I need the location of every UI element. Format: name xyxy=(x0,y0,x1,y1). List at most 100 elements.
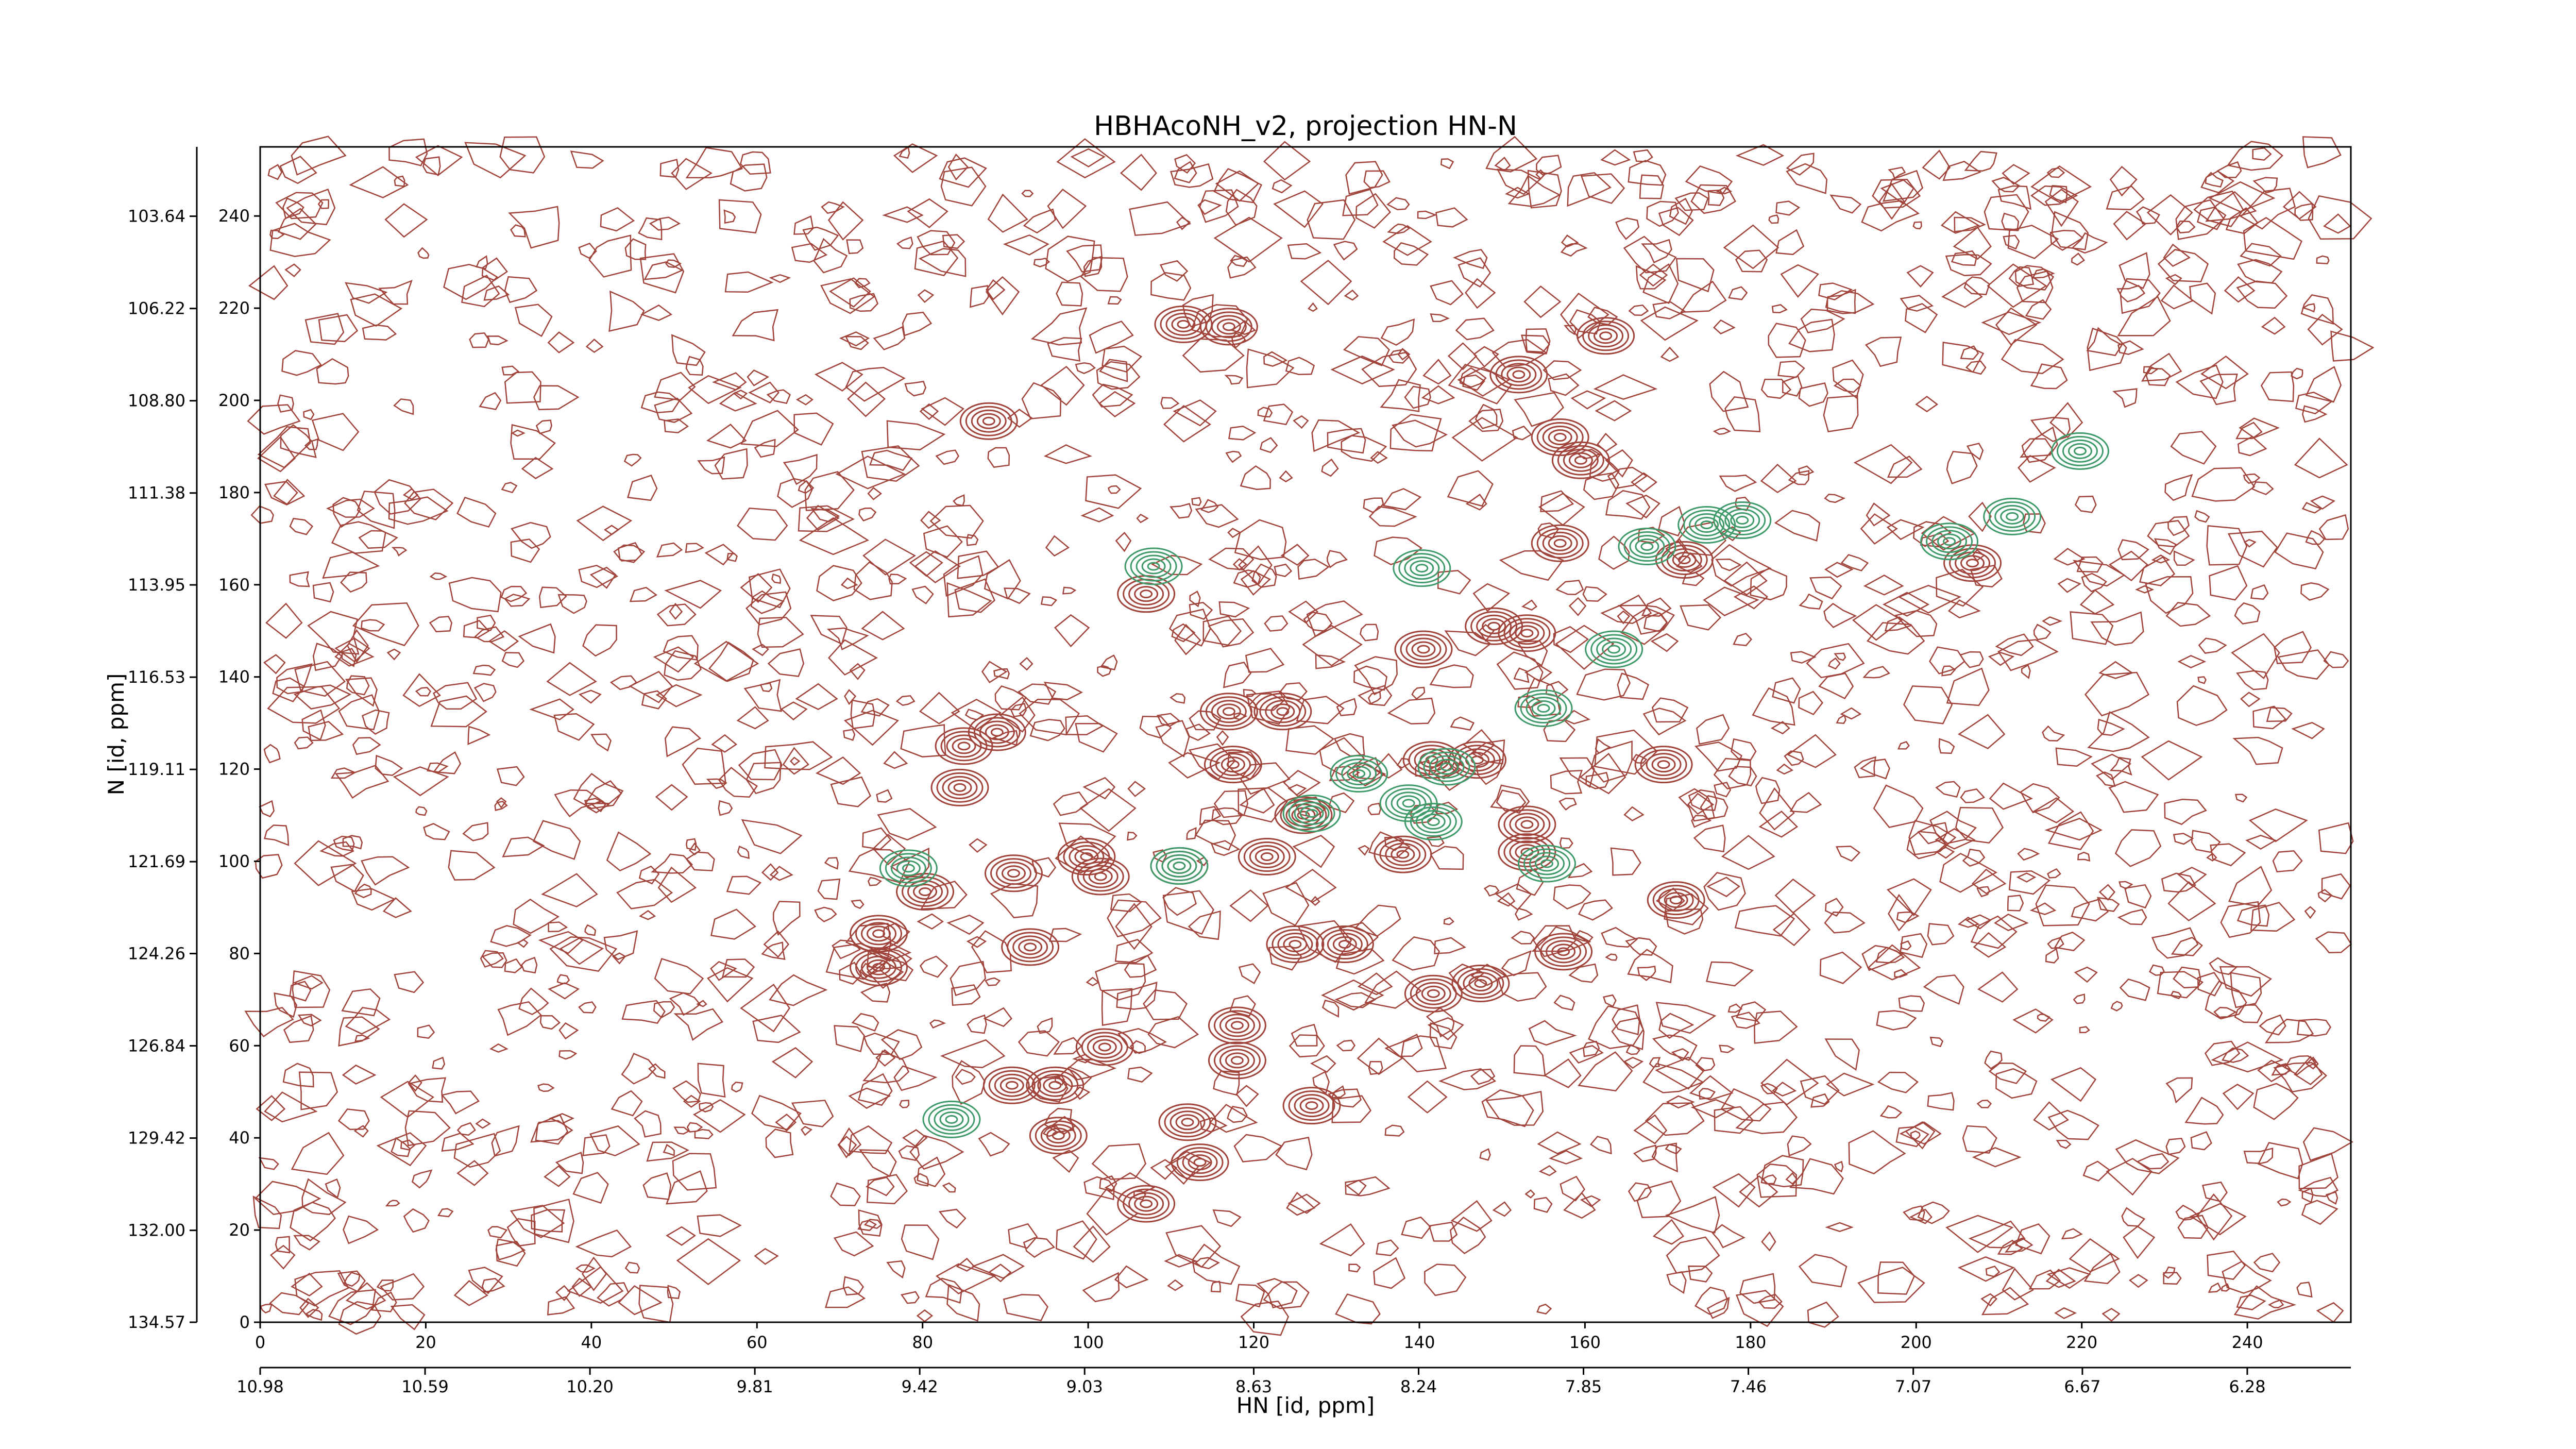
noise-contour xyxy=(1735,496,1751,511)
noise-contour xyxy=(663,635,699,661)
peak-contour xyxy=(913,884,938,900)
noise-contour xyxy=(683,1094,701,1108)
peak-contour xyxy=(947,779,972,796)
noise-contour xyxy=(1273,190,1324,228)
noise-contour xyxy=(1099,359,1128,382)
noise-contour xyxy=(2115,1139,2180,1174)
noise-contour xyxy=(2318,514,2349,541)
peak-contour xyxy=(1087,1035,1123,1059)
noise-contour xyxy=(938,1208,967,1229)
noise-contour xyxy=(342,1064,377,1085)
y2-tick-label: 121.69 xyxy=(128,852,185,871)
noise-contour xyxy=(1955,806,2004,844)
noise-contour xyxy=(531,1209,566,1233)
peak xyxy=(1498,614,1556,652)
noise-contour xyxy=(2301,303,2316,313)
noise-contour xyxy=(488,630,519,652)
noise-contour xyxy=(1900,295,1934,312)
noise-contour xyxy=(857,1219,877,1232)
noise-contour xyxy=(1004,587,1031,604)
peak-contour xyxy=(1660,544,1708,575)
noise-contour xyxy=(1712,1173,1756,1208)
noise-contour xyxy=(1360,624,1379,642)
noise-contour xyxy=(861,445,920,482)
noise-contour xyxy=(501,652,525,668)
noise-contour xyxy=(2208,1282,2222,1293)
noise-contour xyxy=(1233,1134,1283,1162)
noise-contour xyxy=(1772,1082,1797,1097)
noise-contour xyxy=(254,1181,321,1216)
noise-contour xyxy=(863,1219,883,1229)
noise-contour xyxy=(1696,714,1730,745)
noise-contour xyxy=(1651,697,1689,723)
noise-contour xyxy=(1538,1165,1557,1176)
noise-contour xyxy=(966,936,987,948)
noise-contour xyxy=(751,1094,802,1131)
noise-contour xyxy=(1561,234,1579,248)
noise-contour xyxy=(1693,824,1726,853)
peak-contour xyxy=(2050,432,2109,470)
noise-contour xyxy=(1984,194,2029,231)
peak-contour xyxy=(1005,1081,1019,1090)
noise-contour xyxy=(731,1081,743,1093)
peak-contour xyxy=(1427,817,1440,827)
noise-contour xyxy=(917,230,956,256)
noise-contour xyxy=(1116,982,1158,1010)
noise-contour xyxy=(1235,1085,1259,1107)
noise-contour xyxy=(1877,1071,1919,1093)
peak xyxy=(1158,1103,1217,1141)
noise-contour xyxy=(1733,585,1769,610)
noise-contour xyxy=(988,1263,1012,1283)
noise-contour xyxy=(740,410,799,447)
noise-contour xyxy=(1984,1050,2003,1070)
noise-contour xyxy=(2233,1285,2297,1320)
peak-contour xyxy=(1391,846,1415,863)
peak-contour xyxy=(1602,641,1626,658)
noise-contour xyxy=(1929,646,1965,675)
noise-contour xyxy=(1229,995,1256,1017)
noise-contour xyxy=(888,574,907,585)
noise-contour xyxy=(346,675,370,696)
noise-contour xyxy=(317,199,329,209)
noise-contour xyxy=(1731,738,1757,761)
peak-contour xyxy=(1230,1056,1244,1065)
noise-contour xyxy=(1407,1080,1448,1114)
noise-contour xyxy=(576,506,633,542)
peak xyxy=(1920,523,1979,561)
peak-contour xyxy=(1526,697,1562,720)
peak-contour xyxy=(1451,965,1510,1003)
y-tick-label: 80 xyxy=(229,943,250,963)
noise-contour xyxy=(2245,834,2277,850)
noise-contour xyxy=(1965,360,1987,375)
noise-contour xyxy=(738,749,783,781)
noise-contour xyxy=(1882,170,1924,202)
noise-contour xyxy=(578,1001,597,1014)
noise-contour xyxy=(1607,466,1648,490)
noise-contour xyxy=(640,304,673,321)
noise-contour xyxy=(1475,403,1498,429)
noise-contour xyxy=(2205,191,2257,222)
noise-contour xyxy=(2291,721,2325,739)
noise-contour xyxy=(2128,1274,2148,1288)
noise-contour xyxy=(642,1172,672,1200)
noise-contour xyxy=(604,525,620,535)
peak-contour xyxy=(1012,935,1048,959)
noise-contour xyxy=(603,930,638,961)
noise-contour xyxy=(2157,249,2209,282)
noise-contour xyxy=(868,877,882,886)
noise-contour xyxy=(282,197,304,220)
noise-contour xyxy=(1689,1075,1734,1101)
noise-contour xyxy=(1389,414,1442,452)
peak-contour xyxy=(1140,1199,1153,1208)
x-tick-label: 160 xyxy=(1569,1333,1601,1352)
noise-contour xyxy=(1938,738,1955,754)
noise-contour xyxy=(1047,337,1082,362)
noise-contour xyxy=(2234,794,2248,803)
noise-contour xyxy=(269,1244,296,1270)
noise-contour xyxy=(1092,383,1133,408)
noise-contour xyxy=(1699,1088,1716,1100)
x-tick-label: 0 xyxy=(255,1333,265,1352)
noise-contour xyxy=(730,163,768,192)
noise-contour xyxy=(1760,1155,1804,1188)
peak-contour xyxy=(959,402,1018,440)
